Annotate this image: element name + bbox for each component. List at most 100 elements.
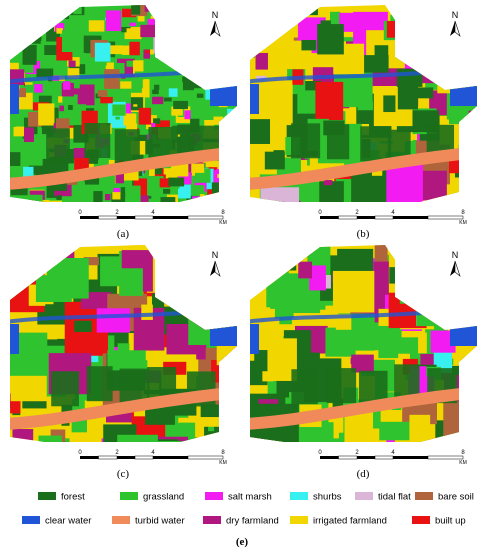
land-patch bbox=[204, 74, 220, 87]
land-patch bbox=[170, 48, 187, 68]
land-patch bbox=[237, 191, 245, 198]
land-patch bbox=[386, 21, 400, 38]
land-patch bbox=[195, 43, 209, 52]
land-patch bbox=[389, 267, 404, 284]
legend-label: tidal flat bbox=[378, 492, 411, 503]
scale-label: 4 bbox=[151, 450, 155, 456]
land-patch bbox=[163, 259, 184, 287]
land-patch bbox=[121, 45, 130, 55]
land-patch bbox=[56, 195, 62, 200]
scale-bar: 0 2 4 8 KM bbox=[318, 450, 466, 466]
land-patch bbox=[462, 168, 477, 202]
scale-seg bbox=[153, 456, 188, 459]
river-lower bbox=[10, 386, 237, 430]
land-patch bbox=[132, 195, 149, 202]
land-patch bbox=[222, 427, 236, 441]
scale-seg bbox=[357, 456, 375, 459]
water-edge bbox=[10, 324, 19, 354]
land-patch bbox=[155, 205, 163, 216]
land-patch bbox=[133, 104, 138, 107]
legend-item: turbid water bbox=[112, 516, 185, 527]
land-patch bbox=[213, 116, 224, 125]
land-patch bbox=[479, 309, 485, 322]
land-patch bbox=[474, 155, 477, 169]
land-patch bbox=[164, 264, 198, 307]
land-patch bbox=[235, 443, 248, 462]
land-patch bbox=[168, 177, 185, 187]
land-patch bbox=[182, 76, 188, 83]
land-patch bbox=[479, 57, 485, 66]
land-patch bbox=[145, 405, 175, 425]
map-area bbox=[250, 5, 485, 202]
legend-swatch bbox=[355, 492, 373, 500]
land-patch bbox=[476, 154, 477, 167]
land-patch bbox=[473, 400, 477, 431]
scale-seg bbox=[374, 215, 394, 220]
land-patch bbox=[235, 175, 237, 192]
legend-swatch bbox=[205, 492, 223, 500]
north-label: N bbox=[212, 10, 219, 20]
land-patch bbox=[24, 127, 35, 143]
scale-unit: KM bbox=[459, 460, 467, 466]
land-patch bbox=[194, 185, 205, 195]
land-patch bbox=[459, 156, 475, 179]
land-patch bbox=[301, 39, 317, 51]
land-patch bbox=[438, 294, 471, 312]
land-patch bbox=[315, 81, 344, 121]
map-panel: N 0 2 4 8 KM (b) bbox=[250, 5, 485, 240]
land-patch bbox=[202, 24, 207, 29]
scale-seg bbox=[393, 456, 428, 459]
land-patch bbox=[281, 12, 298, 23]
land-patch bbox=[219, 6, 235, 27]
land-patch bbox=[200, 44, 210, 54]
land-patch bbox=[36, 68, 54, 78]
land-patch bbox=[23, 203, 29, 210]
forest-block bbox=[326, 368, 357, 404]
scale-label: 8 bbox=[461, 210, 465, 216]
land-patch bbox=[339, 12, 360, 32]
land-patch bbox=[39, 199, 50, 202]
legend-swatch bbox=[22, 516, 40, 524]
land-patch bbox=[215, 37, 230, 48]
land-patch bbox=[187, 40, 199, 56]
land-patch bbox=[140, 24, 156, 38]
land-patch bbox=[120, 81, 132, 89]
land-patch bbox=[268, 200, 301, 202]
land-patch bbox=[96, 308, 130, 333]
scale-label: 8 bbox=[461, 450, 465, 456]
water-edge bbox=[250, 324, 259, 354]
land-patch bbox=[112, 192, 121, 200]
forest-block bbox=[86, 366, 113, 402]
land-patch bbox=[156, 81, 173, 96]
land-patch bbox=[61, 30, 79, 53]
legend-item: clear water bbox=[22, 516, 91, 527]
land-patch bbox=[152, 439, 179, 442]
land-patch bbox=[153, 34, 167, 54]
land-patch bbox=[218, 406, 237, 425]
land-patch bbox=[192, 196, 200, 202]
land-patch bbox=[14, 170, 23, 178]
legend-item: grassland bbox=[120, 492, 184, 503]
scale-seg bbox=[187, 215, 224, 220]
land-patch bbox=[325, 305, 334, 314]
land-patch bbox=[161, 15, 166, 20]
scale-label: 2 bbox=[355, 450, 359, 456]
land-patch bbox=[234, 175, 237, 185]
land-patch bbox=[264, 151, 285, 170]
land-patch bbox=[227, 169, 237, 175]
land-patch bbox=[121, 26, 131, 33]
legend-item: dry farmland bbox=[203, 516, 279, 527]
scale-seg bbox=[98, 455, 118, 460]
map-area bbox=[250, 245, 485, 442]
land-patch bbox=[357, 101, 374, 111]
land-patch bbox=[413, 34, 431, 58]
land-patch bbox=[137, 12, 145, 22]
forest-block bbox=[51, 371, 79, 407]
land-patch bbox=[182, 76, 195, 91]
land-patch bbox=[320, 20, 331, 27]
land-patch bbox=[100, 36, 109, 43]
land-patch bbox=[163, 249, 193, 291]
land-patch bbox=[458, 262, 477, 315]
land-patch bbox=[68, 60, 76, 68]
